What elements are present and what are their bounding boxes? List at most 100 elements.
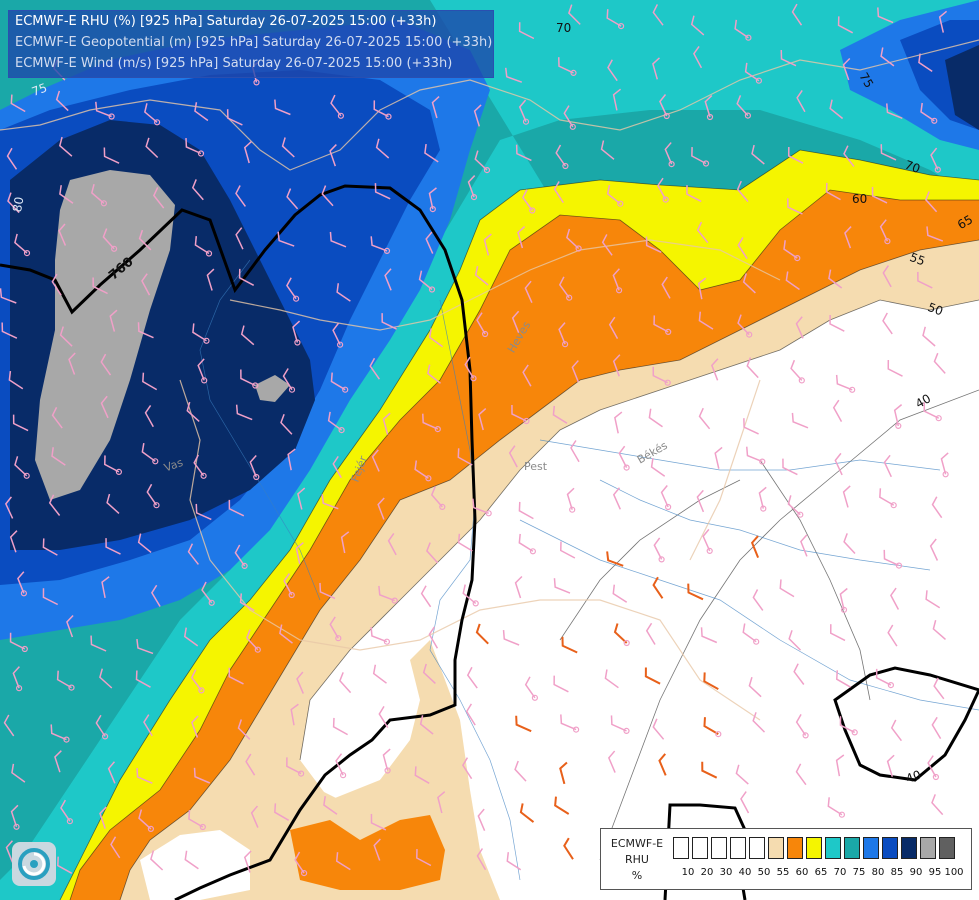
wind-barb (274, 99, 291, 116)
calm-wind-marker (623, 639, 630, 647)
wind-barb (464, 356, 475, 379)
calm-wind-marker (890, 502, 897, 509)
legend-tick: 55 (776, 867, 790, 878)
wind-barb (476, 312, 486, 335)
calm-wind-marker (934, 166, 941, 173)
calm-wind-marker (895, 422, 902, 429)
calm-wind-marker (658, 556, 665, 563)
calm-wind-marker (337, 341, 344, 348)
wind-barb (10, 94, 26, 113)
wind-barb (511, 310, 520, 334)
wind-barb (827, 797, 843, 816)
wind-barb (922, 326, 936, 347)
calm-wind-marker (744, 112, 752, 119)
wind-barb (604, 669, 619, 689)
wind-barb (606, 184, 621, 205)
wind-barb (90, 183, 105, 204)
wind-barb (714, 446, 723, 469)
wind-barb (378, 706, 389, 728)
calm-wind-marker (715, 730, 722, 738)
wind-barb (750, 535, 760, 558)
wind-barb (601, 234, 613, 256)
wind-barb (144, 405, 154, 428)
calm-wind-marker (932, 773, 940, 781)
wind-barb (381, 313, 397, 330)
wind-barb (933, 352, 946, 374)
wind-barb (475, 623, 489, 645)
calm-wind-marker (198, 687, 205, 694)
legend-swatch (863, 837, 879, 859)
wind-barb (201, 581, 213, 604)
wind-barb (926, 226, 944, 242)
calm-wind-marker (425, 475, 432, 482)
wind-barb (887, 359, 903, 377)
calm-wind-marker (702, 160, 710, 167)
wind-barb (437, 791, 446, 814)
wind-barb (277, 231, 295, 247)
wind-barb (696, 489, 705, 513)
rhu-60-patch (290, 815, 445, 890)
calm-wind-marker (470, 194, 478, 201)
wind-barb (515, 715, 532, 733)
wind-barb (281, 137, 295, 158)
wind-barb (698, 311, 714, 330)
calm-wind-marker (569, 506, 576, 513)
wind-barb (323, 796, 338, 815)
wind-barb (136, 767, 153, 784)
wind-barb (290, 703, 299, 726)
wind-barb (477, 808, 486, 831)
wind-barb (50, 724, 67, 741)
calm-wind-marker (288, 591, 295, 599)
calm-wind-marker (663, 112, 670, 120)
wind-barb (107, 761, 116, 784)
calm-wind-marker (340, 772, 347, 779)
wind-barb (518, 99, 527, 122)
wind-barb (8, 371, 24, 390)
wind-barb (890, 587, 900, 610)
wind-barb (239, 593, 255, 612)
calm-wind-marker (63, 736, 70, 743)
wind-barb (879, 488, 895, 506)
wind-barb (886, 754, 895, 777)
rhu-50-band (300, 300, 979, 900)
calm-wind-marker (342, 386, 349, 393)
wind-barb (612, 354, 621, 377)
wind-barb (839, 716, 856, 734)
wind-barb (191, 179, 204, 201)
wind-barb (791, 412, 809, 429)
wind-barb (558, 322, 566, 345)
legend-swatch (806, 837, 822, 859)
wind-barb (703, 672, 719, 690)
wind-barb (657, 177, 667, 200)
calm-wind-marker (531, 694, 539, 701)
wind-barb (793, 663, 805, 685)
wind-barb (9, 530, 18, 553)
calm-wind-marker (623, 727, 630, 735)
wind-barb (800, 534, 808, 557)
legend-swatch (882, 837, 898, 859)
calm-wind-marker (483, 167, 491, 174)
wind-barb (788, 630, 802, 651)
wind-barb (150, 584, 161, 607)
contour-label: 65 (955, 212, 975, 232)
wind-barb (917, 271, 933, 289)
calm-wind-marker (529, 207, 536, 214)
wind-barb (829, 624, 846, 642)
wind-barb (600, 140, 615, 160)
calm-wind-marker (197, 150, 205, 157)
calm-wind-marker (115, 468, 123, 475)
calm-wind-marker (68, 684, 75, 691)
wind-barb (12, 414, 29, 432)
wind-barb (519, 803, 535, 823)
wind-barb (240, 369, 256, 387)
legend-swatch (939, 837, 955, 859)
wind-barb (51, 406, 63, 429)
calm-wind-marker (439, 503, 446, 510)
wind-barb (690, 15, 705, 36)
calm-wind-marker (301, 869, 308, 877)
wind-barb (606, 551, 624, 567)
wind-barb (100, 395, 109, 419)
wind-barb (785, 271, 800, 291)
wind-barb (925, 590, 941, 609)
wind-barb (280, 413, 293, 435)
